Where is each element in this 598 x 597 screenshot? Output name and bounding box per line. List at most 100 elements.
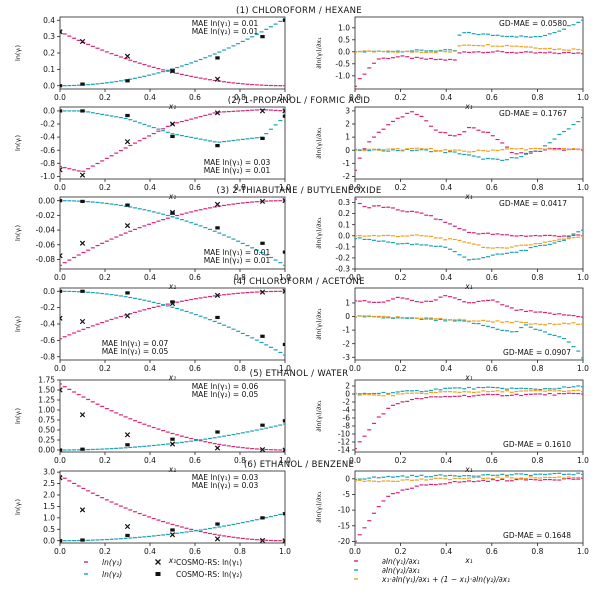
x-tick-label: 0.2: [99, 364, 111, 373]
x-tick-label: 0.0: [54, 456, 66, 465]
x-tick-label: 0.2: [99, 456, 111, 465]
axes-frame: [354, 16, 584, 90]
x-tick-label: 0.4: [144, 547, 156, 556]
y-tick-label: 0.00: [38, 446, 55, 455]
cosmo1-marker: [214, 110, 221, 116]
cosmo2-marker: [80, 447, 85, 451]
gd-mae-label: GD-MAE = 0.1610: [503, 440, 571, 449]
ln-gamma-panel: 0.0 0.2 0.4 0.6 0.8 1.0 0.0 -0.2 -0.4 -0.6 -0.8 x₁ l…: [14, 287, 291, 382]
y-tick-label: -0.4: [40, 320, 55, 329]
x-tick-label: 0.8: [531, 547, 543, 556]
x-tick-label: 0.4: [440, 273, 452, 282]
y-tick-label: 0.1: [43, 65, 55, 74]
panel-title: (4) CHLOROFORM / ACETONE: [233, 277, 365, 287]
cosmo1-marker: [214, 201, 221, 207]
ln-gamma-panel: 0.0 0.2 0.4 0.6 0.8 1.0 0.0 -0.2 -0.4 -0.6 -0.8 -1.…: [14, 107, 291, 201]
cosmo2-marker: [170, 69, 175, 73]
subplot-row: (1) CHLOROFORM / HEXANE 0.0 0.2 0.4 0.6 0.8 1.…: [14, 6, 589, 111]
cosmo1-marker: [124, 523, 131, 530]
y-tick-label: 0.0: [338, 47, 350, 56]
x-tick-label: 1.0: [577, 183, 589, 192]
y-tick-label: -4: [343, 406, 351, 415]
derivative-panel: 0.0 0.2 0.4 0.6 0.8 1.0 20-2-4-6-8-10-12-14 x₁ ∂…: [315, 379, 589, 474]
mae-ln1-label: MAE ln(γ₁) = 0.06: [192, 382, 259, 391]
mae-ln1-label: MAE ln(γ₁) = 0.07: [102, 339, 169, 348]
cosmo2-marker: [125, 113, 130, 118]
x-tick-label: 0.6: [486, 364, 498, 373]
cosmo2-marker: [170, 528, 175, 532]
y-tick-label: -0.8: [40, 352, 55, 361]
legend-cosmo2-swatch: [155, 572, 161, 576]
x-tick-label: 0.0: [349, 364, 361, 373]
cosmo2-marker: [170, 134, 175, 139]
x-tick-label: 0.0: [349, 183, 361, 192]
x-tick-label: 0.8: [234, 93, 246, 102]
x-tick-label: 0.4: [144, 273, 156, 282]
gd-mae-label: GD-MAE = 0.0907: [503, 348, 571, 357]
cosmo2-marker: [80, 538, 85, 542]
y-tick-label: 0.3: [43, 32, 55, 41]
legend-cosmo1-label: COSMO-RS: ln(γ₁): [176, 558, 242, 567]
x-tick-label: 0.6: [189, 456, 201, 465]
ln-gamma-series: [60, 474, 285, 543]
derivative-series: [355, 19, 583, 87]
x-axis-label: x₁: [168, 465, 176, 474]
cosmo2-marker: [60, 289, 63, 293]
ln-gamma-series: [60, 383, 285, 452]
ln-gamma-series: [60, 198, 285, 266]
axes-frame: [354, 106, 584, 180]
axes-frame: [354, 470, 584, 544]
y-tick-label: 3: [345, 107, 350, 116]
cosmo1-marker: [259, 108, 266, 114]
cosmo2-marker: [170, 437, 175, 441]
panel-title: (2) 1-PROPANOL / FORMIC ACID: [228, 96, 371, 106]
x-tick-label: 0.4: [440, 547, 452, 556]
y-tick-label: -10: [338, 506, 350, 515]
x-tick-label: 1.0: [577, 273, 589, 282]
y-tick-label: -1.0: [335, 71, 350, 80]
x-axis-label: x₁: [464, 465, 472, 474]
cosmo1-marker: [282, 198, 285, 204]
y-axis-label: ∂ln(γᵢ)/∂x₁: [315, 127, 323, 159]
cosmo2-marker: [80, 199, 85, 204]
x-tick-label: 0.2: [395, 183, 407, 192]
cosmo2-marker: [260, 35, 265, 39]
y-tick-label: -12: [338, 438, 350, 447]
y-tick-label: 2.5: [43, 479, 55, 488]
cosmo1-marker: [124, 139, 131, 145]
y-tick-label: -10: [338, 430, 350, 439]
gd-mae-label: GD-MAE = 0.1648: [503, 531, 571, 540]
cosmo2-marker: [215, 430, 220, 434]
x-tick-label: 0.0: [54, 183, 66, 192]
x-axis-label: x₁: [168, 373, 176, 382]
y-axis-label: ln(γᵢ): [14, 408, 22, 424]
cosmo1-marker: [60, 475, 63, 481]
x-tick-label: 0.6: [486, 183, 498, 192]
x-tick-label: 1.0: [279, 273, 291, 282]
cosmo1-marker: [259, 446, 266, 452]
cosmo2-marker: [282, 342, 285, 347]
y-tick-label: 1.25: [38, 396, 55, 405]
cosmo2-marker: [125, 443, 130, 447]
y-tick-label: -0.2: [335, 254, 350, 263]
ln-gamma-panel: 0.0 0.2 0.4 0.6 0.8 1.0 0.0 0.1 0.2 0.3 0.4 x₁ ln(γᵢ…: [14, 16, 291, 111]
y-tick-label: -0.2: [40, 303, 55, 312]
y-axis-label: ∂ln(γᵢ)/∂x₁: [315, 491, 323, 523]
cosmo2-marker: [260, 423, 265, 427]
y-axis-label: ∂ln(γᵢ)/∂x₁: [315, 37, 323, 69]
cosmo1-marker: [259, 537, 266, 543]
mae-ln2-label: MAE ln(γ₂) = 0.01: [204, 166, 271, 175]
y-axis-label: ∂ln(γᵢ)/∂x₁: [315, 217, 323, 249]
x-tick-label: 0.8: [234, 364, 246, 373]
cosmo1-marker: [169, 441, 176, 447]
y-tick-label: -0.06: [36, 240, 56, 249]
cosmo2-marker: [125, 533, 130, 538]
y-tick-label: 2: [345, 382, 350, 391]
x-tick-label: 1.0: [577, 93, 589, 102]
cosmo1-marker: [79, 507, 86, 513]
x-tick-label: 0.0: [349, 547, 361, 556]
legend-cosmo2-label: COSMO-RS: ln(γ₂): [176, 570, 242, 579]
